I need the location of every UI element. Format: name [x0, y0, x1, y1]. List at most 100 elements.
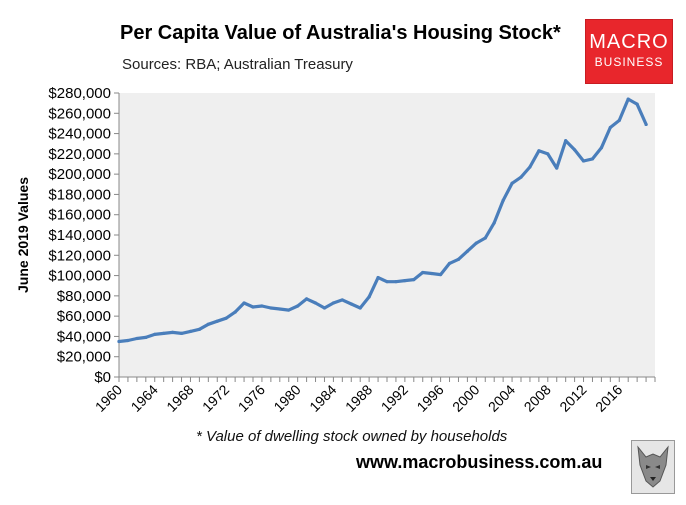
x-tick-label: 1996 [413, 381, 446, 414]
x-tick-label: 1980 [270, 381, 303, 414]
x-tick-label: 1988 [342, 381, 375, 414]
data-point [313, 301, 318, 305]
data-point [135, 336, 139, 341]
data-point [376, 276, 380, 280]
data-points [117, 97, 648, 344]
x-tick-label: 1960 [92, 381, 125, 414]
y-tick-label: $260,000 [48, 105, 111, 122]
data-point [331, 301, 335, 305]
data-point [581, 159, 586, 163]
y-tick-label: $180,000 [48, 186, 111, 203]
data-point [403, 279, 407, 283]
x-tick-label: 2012 [556, 381, 589, 414]
data-point [367, 295, 371, 299]
data-point [296, 304, 300, 308]
data-point [608, 125, 612, 130]
data-point [224, 316, 228, 320]
data-point [421, 270, 425, 275]
y-tick-label: $200,000 [48, 166, 111, 183]
data-point [555, 166, 559, 170]
y-axis-ticks: $0 $20,000 $40,000 $60,000 $80,000 $100,000 $1… [48, 85, 119, 386]
data-point [287, 308, 291, 312]
data-point [242, 301, 246, 305]
x-tick-label: 1964 [128, 381, 161, 414]
data-point [626, 97, 630, 101]
data-point [465, 249, 469, 253]
data-point [269, 306, 273, 310]
y-tick-label: $140,000 [48, 227, 111, 244]
x-tick-label: 1976 [235, 381, 268, 414]
data-point [635, 102, 639, 106]
data-point [305, 297, 309, 301]
data-point [215, 319, 219, 323]
x-axis-ticks: 1960 1964 1968 1972 1976 1980 1984 1988 1992 1996… [92, 377, 656, 415]
data-point [439, 272, 443, 277]
data-point [430, 271, 434, 276]
x-tick-label: 1972 [199, 381, 232, 414]
footnote: * Value of dwelling stock owned by house… [196, 428, 508, 445]
data-point [492, 221, 496, 225]
data-point [456, 257, 461, 261]
y-tick-label: $120,000 [48, 247, 111, 264]
y-tick-label: $80,000 [57, 288, 111, 305]
data-point [358, 306, 362, 310]
data-point [188, 329, 193, 333]
y-tick-label: $100,000 [48, 268, 111, 285]
data-point [546, 152, 550, 156]
x-tick-label: 2004 [485, 381, 518, 414]
x-tick-label: 2016 [592, 381, 625, 414]
data-point [394, 280, 398, 284]
data-point [144, 335, 148, 340]
data-point [197, 327, 201, 331]
website-link[interactable]: www.macrobusiness.com.au [356, 452, 603, 472]
y-tick-label: $280,000 [48, 85, 111, 102]
y-tick-label: $60,000 [57, 308, 111, 325]
data-point [206, 322, 210, 326]
y-tick-label: $240,000 [48, 126, 111, 143]
data-point [519, 175, 523, 179]
x-tick-label: 1968 [163, 381, 196, 414]
data-point [447, 261, 452, 265]
macrobusiness-logo: MACRO BUSINESS [585, 19, 673, 84]
data-point [537, 149, 541, 153]
data-point [179, 331, 184, 335]
data-point [474, 241, 478, 245]
y-tick-label: $20,000 [57, 349, 111, 366]
data-point [340, 298, 344, 302]
series-line [117, 97, 648, 344]
data-point [171, 330, 175, 334]
data-point [644, 122, 648, 127]
data-point [251, 305, 255, 309]
data-point [233, 310, 237, 314]
y-tick-label: $0 [94, 369, 111, 386]
data-point [483, 236, 487, 240]
data-point [322, 306, 327, 310]
data-point [590, 157, 595, 161]
data-point [385, 280, 389, 284]
chart-title: Per Capita Value of Australia's Housing … [120, 22, 561, 44]
plot-area [119, 93, 655, 377]
data-point [573, 148, 577, 152]
data-point [349, 302, 353, 306]
x-tick-label: 1992 [378, 381, 411, 414]
chart-sources: Sources: RBA; Australian Treasury [122, 56, 353, 73]
wolf-image [631, 440, 675, 494]
data-point [599, 146, 604, 150]
y-axis-label: June 2019 Values [15, 177, 31, 293]
data-point [278, 307, 282, 311]
y-tick-label: $160,000 [48, 207, 111, 224]
data-point [126, 338, 130, 343]
logo-line-macro: MACRO [589, 31, 669, 53]
logo-line-business: BUSINESS [594, 55, 664, 69]
x-tick-label: 2000 [449, 381, 482, 414]
data-point [617, 118, 621, 122]
data-point [260, 304, 264, 308]
x-tick-label: 1984 [306, 381, 339, 414]
data-point [153, 332, 157, 336]
y-tick-label: $40,000 [57, 328, 111, 345]
data-point [117, 339, 121, 344]
x-tick-label: 2008 [521, 381, 554, 414]
data-point [412, 278, 416, 282]
data-point [162, 331, 166, 335]
